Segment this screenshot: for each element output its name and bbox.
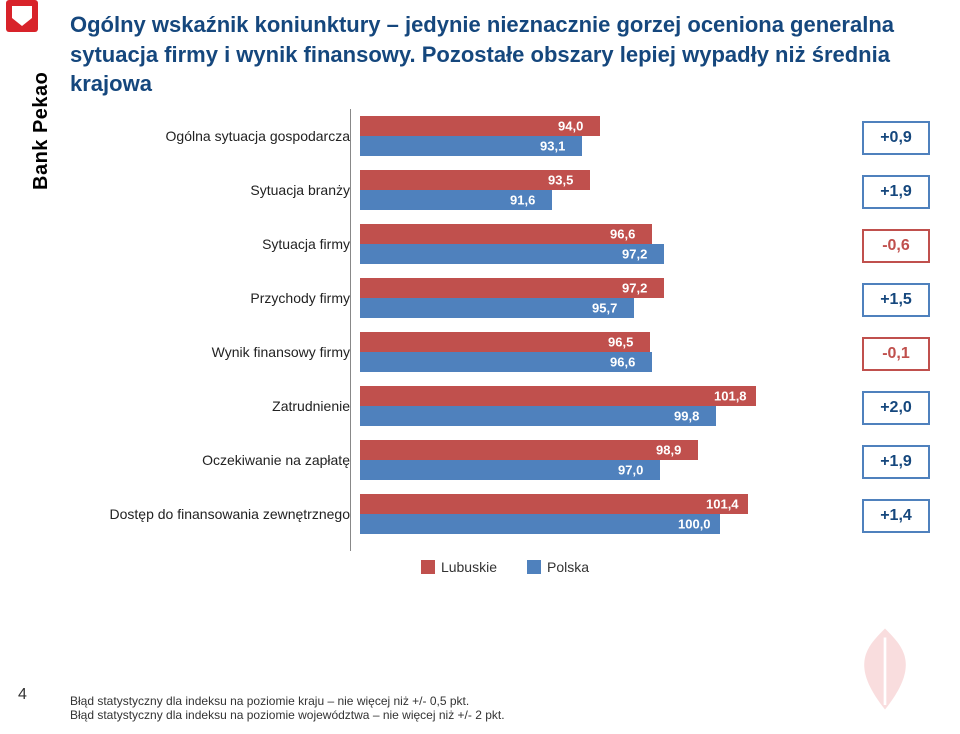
- watermark-icon: [840, 624, 930, 714]
- bar-value-label: 99,8: [674, 409, 699, 424]
- diff-badge: +0,9: [862, 121, 930, 155]
- footnote: Błąd statystyczny dla indeksu na poziomi…: [70, 694, 505, 722]
- bar-value-label: 91,6: [510, 193, 535, 208]
- chart-row: Wynik finansowy firmy 96,5 96,6: [70, 325, 940, 379]
- bar: 91,6: [360, 190, 800, 210]
- legend-item: Polska: [527, 559, 589, 575]
- category-label: Dostęp do finansowania zewnętrznego: [70, 506, 360, 522]
- bar-value-label: 94,0: [558, 119, 583, 134]
- bar: 96,5: [360, 332, 800, 352]
- category-label: Ogólna sytuacja gospodarcza: [70, 128, 360, 144]
- bar-value-label: 98,9: [656, 443, 681, 458]
- bar-value-label: 97,2: [622, 281, 647, 296]
- chart-row: Ogólna sytuacja gospodarcza 94,0 93,1: [70, 109, 940, 163]
- category-label: Sytuacja firmy: [70, 236, 360, 252]
- bar: 96,6: [360, 224, 800, 244]
- bar-group: 96,6 97,2: [360, 224, 800, 264]
- bar-value-label: 93,1: [540, 139, 565, 154]
- bar: 93,5: [360, 170, 800, 190]
- chart-row: Oczekiwanie na zapłatę 98,9 97,0: [70, 433, 940, 487]
- page-number: 4: [18, 686, 27, 704]
- bar: 96,6: [360, 352, 800, 372]
- chart-row: Sytuacja branży 93,5 91,6: [70, 163, 940, 217]
- bar-group: 97,2 95,7: [360, 278, 800, 318]
- bar-value-label: 93,5: [548, 173, 573, 188]
- bar: 95,7: [360, 298, 800, 318]
- category-label: Oczekiwanie na zapłatę: [70, 452, 360, 468]
- chart-row: Zatrudnienie 101,8 99,8: [70, 379, 940, 433]
- bar: 97,2: [360, 278, 800, 298]
- bar-value-label: 97,0: [618, 463, 643, 478]
- bar-value-label: 95,7: [592, 301, 617, 316]
- bar: 101,4: [360, 494, 800, 514]
- diff-badge: +2,0: [862, 391, 930, 425]
- category-label: Sytuacja branży: [70, 182, 360, 198]
- chart-row: Sytuacja firmy 96,6 97,2: [70, 217, 940, 271]
- category-label: Zatrudnienie: [70, 398, 360, 414]
- bar: 98,9: [360, 440, 800, 460]
- category-label: Przychody firmy: [70, 290, 360, 306]
- bar-value-label: 96,5: [608, 335, 633, 350]
- bar: 94,0: [360, 116, 800, 136]
- footnote-line: Błąd statystyczny dla indeksu na poziomi…: [70, 708, 505, 722]
- category-label: Wynik finansowy firmy: [70, 344, 360, 360]
- content-area: Ogólny wskaźnik koniunktury – jedynie ni…: [70, 10, 940, 575]
- slide-page: Bank Pekao Ogólny wskaźnik koniunktury –…: [0, 0, 960, 734]
- bar-group: 93,5 91,6: [360, 170, 800, 210]
- diff-badge: -0,1: [862, 337, 930, 371]
- bar: 97,0: [360, 460, 800, 480]
- bar-group: 94,0 93,1: [360, 116, 800, 156]
- bar-chart: Ogólna sytuacja gospodarcza 94,0 93,1 +0,9 S…: [70, 109, 940, 541]
- legend-swatch-icon: [527, 560, 541, 574]
- bar-value-label: 96,6: [610, 227, 635, 242]
- bar-value-label: 101,4: [706, 497, 739, 512]
- legend-label: Lubuskie: [441, 559, 497, 575]
- bar: 93,1: [360, 136, 800, 156]
- bar: 97,2: [360, 244, 800, 264]
- legend-item: Lubuskie: [421, 559, 497, 575]
- bar-value-label: 97,2: [622, 247, 647, 262]
- bar-value-label: 101,8: [714, 389, 747, 404]
- bar-group: 101,4 100,0: [360, 494, 800, 534]
- page-title: Ogólny wskaźnik koniunktury – jedynie ni…: [70, 10, 940, 99]
- diff-badge: +1,9: [862, 175, 930, 209]
- bar-group: 96,5 96,6: [360, 332, 800, 372]
- brand-sidebar: Bank Pekao: [6, 0, 38, 300]
- footnote-line: Błąd statystyczny dla indeksu na poziomi…: [70, 694, 505, 708]
- bar-value-label: 96,6: [610, 355, 635, 370]
- brand-name: Bank Pekao: [30, 72, 53, 190]
- diff-badge: +1,5: [862, 283, 930, 317]
- legend-swatch-icon: [421, 560, 435, 574]
- bar-value-label: 100,0: [678, 517, 711, 532]
- chart-row: Dostęp do finansowania zewnętrznego101,4…: [70, 487, 940, 541]
- chart-row: Przychody firmy 97,2 95,7: [70, 271, 940, 325]
- diff-badge: +1,9: [862, 445, 930, 479]
- bar-group: 98,9 97,0: [360, 440, 800, 480]
- diff-badge: -0,6: [862, 229, 930, 263]
- diff-badge: +1,4: [862, 499, 930, 533]
- brand-logo-icon: [6, 0, 38, 32]
- bar: 100,0: [360, 514, 800, 534]
- chart-legend: Lubuskie Polska: [70, 559, 940, 575]
- legend-label: Polska: [547, 559, 589, 575]
- bar: 101,8: [360, 386, 800, 406]
- bar: 99,8: [360, 406, 800, 426]
- bar-group: 101,8 99,8: [360, 386, 800, 426]
